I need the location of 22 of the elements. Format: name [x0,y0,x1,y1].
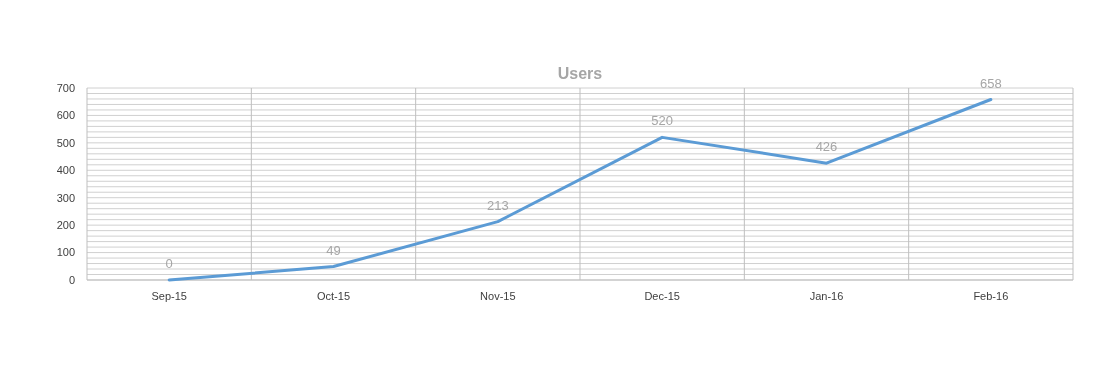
x-tick-label: Sep-15 [151,290,187,302]
data-label: 426 [815,139,838,155]
x-tick-label: Feb-16 [973,290,1009,302]
data-label: 49 [326,242,341,258]
x-tick-label: Oct-15 [316,290,351,302]
line-series [167,98,993,282]
y-tick-label: 400 [56,164,75,177]
data-label: 520 [651,113,674,129]
y-tick-label: 0 [68,273,75,286]
x-tick-label: Dec-15 [644,290,680,302]
chart-title: Users [557,65,603,82]
y-tick-label: 100 [56,246,75,259]
data-label: 658 [979,75,1002,91]
data-label: 0 [165,256,173,271]
y-tick-label: 600 [56,109,75,122]
x-tick-label: Jan-16 [809,290,844,302]
y-tick-label: 500 [56,136,75,149]
y-tick-label: 700 [56,81,75,94]
y-tick-label: 200 [56,218,75,231]
data-label: 213 [486,197,509,213]
y-tick-label: 300 [56,191,75,204]
x-tick-label: Nov-15 [480,290,516,302]
